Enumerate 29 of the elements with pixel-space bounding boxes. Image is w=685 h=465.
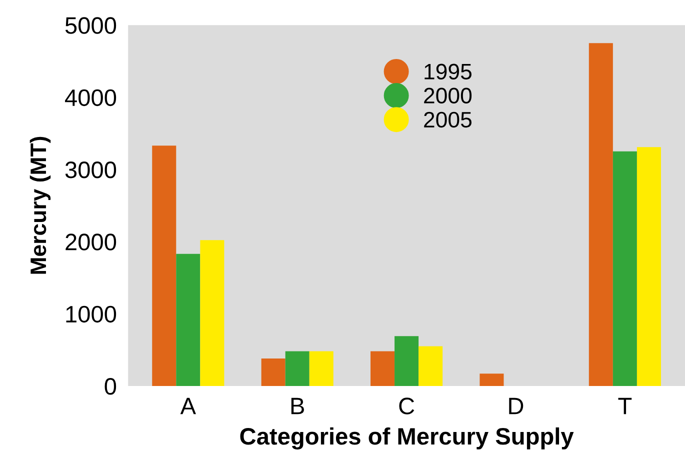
x-tick-label: T [618, 398, 632, 414]
legend-label: 2005 [424, 112, 472, 128]
bar [612, 151, 637, 386]
y-tick-label: 2000 [66, 234, 116, 250]
bar [394, 336, 419, 386]
y-tick-label: 3000 [65, 162, 116, 178]
x-tick-label: C [399, 398, 414, 414]
legend-label: 2000 [424, 88, 472, 104]
y-tick-label: 4000 [65, 89, 116, 106]
x-tick-label: A [180, 398, 196, 414]
bar [480, 374, 504, 386]
bar [152, 146, 176, 386]
bar [370, 351, 395, 386]
bar [261, 358, 286, 386]
bar [309, 351, 334, 386]
bar [636, 147, 661, 386]
legend-label: 1995 [424, 64, 472, 80]
bar [176, 254, 200, 386]
y-axis-title: Mercury (MT) [30, 136, 51, 274]
x-axis-title: Categories of Mercury Supply [240, 427, 574, 450]
bar [285, 351, 310, 386]
bar [588, 43, 613, 386]
x-tick-label: D [509, 398, 524, 414]
x-tick-label: B [291, 398, 304, 414]
bar [418, 346, 443, 386]
y-tick-label: 1000 [66, 306, 116, 323]
y-tick-label: 0 [104, 378, 116, 395]
y-tick-label: 5000 [65, 17, 116, 34]
bar [200, 240, 224, 386]
